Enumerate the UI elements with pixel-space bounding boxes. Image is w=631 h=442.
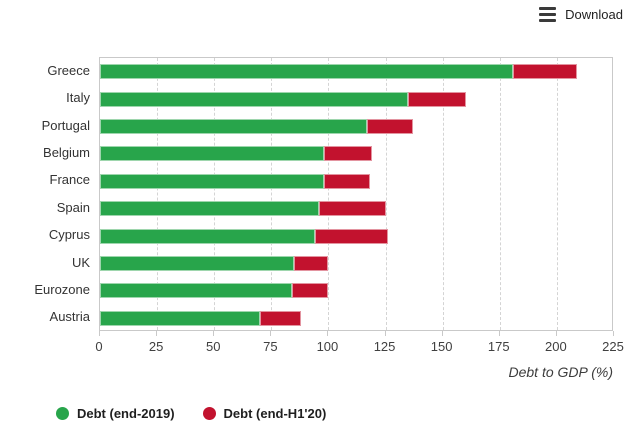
x-tick-125 [384,331,386,336]
x-tick-label-100: 100 [316,339,339,354]
y-axis-label-uk: UK [71,254,90,270]
y-axis-label-belgium: Belgium [43,144,90,160]
y-axis-label-cyprus: Cyprus [48,227,90,243]
bar-portugal-endh120[interactable] [367,119,413,134]
bar-italy-endh120[interactable] [408,91,466,107]
x-tick-label-150: 150 [430,339,453,354]
y-axis-label-italy: Italy [66,90,90,106]
y-axis-label-eurozone: Eurozone [34,281,90,297]
legend-label: Debt (end-H1'20) [223,406,327,421]
x-tick-175 [498,331,500,336]
bar-france-end2019[interactable] [100,173,324,189]
bar-italy-end2019[interactable] [100,91,409,107]
x-tick-label-75: 75 [263,339,278,354]
chart-legend: Debt (end-2019) Debt (end-H1'20) [56,406,326,421]
gridline-50 [214,58,216,330]
x-tick-label-50: 50 [205,339,221,354]
x-tick-label-0: 0 [95,339,103,354]
legend-marker-red [202,407,216,420]
bar-spain-end2019[interactable] [100,201,320,217]
x-tick-label-225: 225 [602,339,624,354]
y-axis-label-greece: Greece [47,62,90,78]
y-axis-label-portugal: Portugal [41,117,90,133]
x-tick-200 [555,331,557,336]
x-tick-label-200: 200 [545,339,567,354]
x-tick-50 [213,331,215,336]
x-tick-25 [156,331,158,336]
x-tick-label-175: 175 [487,339,510,354]
legend-item-endh120[interactable]: Debt (end-H1'20) [202,406,327,421]
y-axis-label-austria: Austria [49,309,90,325]
x-tick-0 [99,331,100,336]
bar-austria-endh120[interactable] [259,310,302,326]
download-button-label: Download [565,7,623,22]
x-tick-225 [613,331,614,336]
bar-eurozone-endh120[interactable] [291,283,329,299]
legend-item-end2019[interactable]: Debt (end-2019) [56,406,175,421]
bar-cyprus-end2019[interactable] [100,228,315,244]
gridline-75 [271,58,273,330]
bar-greece-end2019[interactable] [100,64,514,80]
bar-belgium-end2019[interactable] [100,146,324,162]
bar-belgium-endh120[interactable] [323,146,372,162]
bar-uk-end2019[interactable] [100,256,295,271]
bar-portugal-end2019[interactable] [100,119,368,134]
plot-area [99,57,613,331]
x-axis-title: Debt to GDP (%) [508,364,613,380]
bar-spain-endh120[interactable] [319,201,386,217]
x-tick-75 [270,331,272,336]
bar-eurozone-end2019[interactable] [100,283,292,299]
bar-cyprus-endh120[interactable] [314,228,388,244]
x-tick-150 [441,331,443,336]
y-axis-label-france: France [49,172,90,188]
bar-greece-endh120[interactable] [513,64,578,80]
gridline-25 [157,58,159,330]
bar-austria-end2019[interactable] [100,310,260,326]
gridline-150 [442,58,444,330]
download-button[interactable]: Download [535,5,627,24]
gridline-100 [328,58,330,330]
x-tick-label-125: 125 [373,339,396,354]
gridline-200 [556,58,558,330]
gridline-175 [499,58,501,330]
x-tick-100 [327,331,329,336]
bar-france-endh120[interactable] [323,173,370,189]
bar-uk-endh120[interactable] [294,256,329,271]
legend-label: Debt (end-2019) [77,406,175,421]
legend-marker-green [56,407,69,420]
download-menu-icon [539,7,557,22]
x-tick-label-25: 25 [148,339,164,354]
gridline-125 [385,58,387,330]
y-axis-label-spain: Spain [56,199,90,215]
